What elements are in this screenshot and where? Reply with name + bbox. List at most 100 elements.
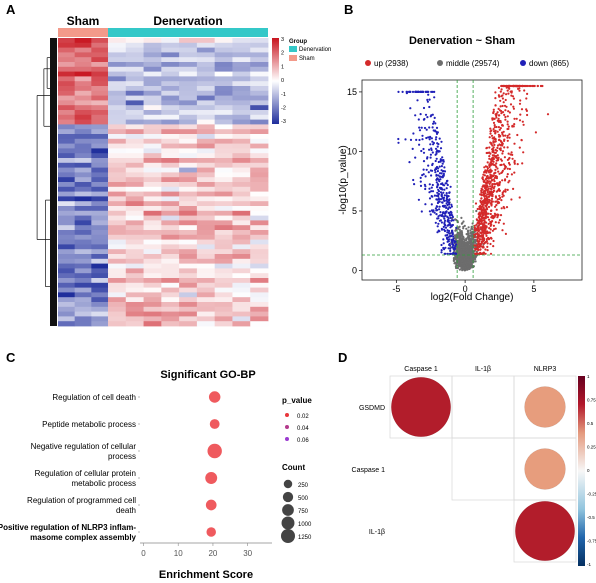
heatmap-cell [125, 239, 144, 245]
heatmap-cell [196, 172, 216, 178]
heatmap-cell [179, 119, 198, 125]
heatmap-cell [91, 210, 109, 216]
volcano-point-middle [454, 265, 457, 268]
volcano-point-up [488, 146, 491, 149]
heatmap-cell [74, 220, 92, 226]
volcano-point-up [482, 237, 485, 240]
volcano-point-down [451, 223, 454, 227]
volcano-point-down [438, 172, 442, 175]
heatmap-cell [161, 278, 180, 284]
heatmap-cell [196, 158, 216, 164]
heatmap-cell [74, 62, 92, 68]
volcano-point-up [498, 95, 501, 98]
volcano-point-middle [464, 251, 467, 254]
volcano-point-up [494, 104, 497, 107]
heatmap-cell [74, 230, 92, 236]
volcano-point-up [526, 113, 529, 117]
volcano-point-down [448, 191, 451, 194]
heatmap-cell [125, 71, 144, 77]
heatmap-cell [91, 124, 109, 130]
volcano-point-up [484, 192, 487, 195]
volcano-point-up [481, 223, 484, 226]
heatmap-cell [179, 62, 198, 68]
volcano-point-up [476, 245, 479, 249]
heatmap-cell [196, 153, 216, 159]
heatmap-cell [58, 278, 76, 284]
heatmap-cell [58, 186, 76, 192]
volcano-point-up [493, 117, 496, 120]
heatmap-cell [108, 225, 127, 231]
heatmap-cell [179, 148, 198, 154]
volcano-point-up [506, 188, 509, 191]
heatmap-cell [108, 244, 127, 250]
heatmap-cell [58, 66, 76, 72]
heatmap-cell [143, 95, 162, 101]
volcano-point-down [443, 248, 446, 251]
heatmap-cell [179, 172, 198, 178]
heatmap-cell [58, 71, 76, 77]
volcano-point-up [496, 144, 500, 147]
heatmap-cell [108, 254, 127, 260]
volcano-point-up [493, 172, 496, 175]
heatmap-cell [125, 220, 144, 226]
heatmap-cell [58, 95, 76, 101]
volcano-point-up [476, 226, 479, 229]
volcano-point-down [425, 128, 428, 131]
heatmap-cell [161, 38, 180, 44]
heatmap-cell [143, 134, 162, 140]
heatmap-cell [250, 52, 269, 58]
heatmap-cell [179, 177, 198, 183]
heatmap-cell [108, 52, 127, 58]
volcano-point-up [494, 213, 497, 217]
correlation-colorbar-tick: 0.5 [587, 421, 594, 426]
heatmap-cell [232, 306, 251, 312]
heatmap-cell [91, 302, 109, 308]
volcano-point-up [480, 189, 483, 192]
heatmap-cell [179, 86, 198, 92]
heatmap-cell [58, 124, 76, 130]
heatmap-cell [196, 297, 216, 303]
count-legend-marker [283, 479, 293, 489]
volcano-point-up [482, 239, 486, 242]
heatmap-cell [125, 162, 144, 168]
volcano-point-down [417, 198, 420, 201]
volcano-point-down [440, 221, 443, 224]
heatmap-cell [196, 268, 216, 274]
volcano-point-down [419, 184, 423, 187]
volcano-point-up [498, 114, 501, 117]
volcano-point-up [488, 165, 491, 169]
volcano-point-up [482, 206, 485, 209]
heatmap-cell [232, 244, 251, 250]
volcano-point-up [499, 90, 502, 93]
volcano-point-down [450, 213, 453, 216]
volcano-point-down [451, 233, 454, 236]
volcano-point-middle [460, 262, 463, 265]
volcano-point-down [451, 215, 454, 219]
volcano-point-up [484, 252, 487, 255]
volcano-point-up [506, 167, 509, 170]
volcano-point-up [504, 232, 507, 235]
volcano-point-down [437, 222, 440, 225]
heatmap-cell [125, 278, 144, 284]
heatmap-cell [232, 129, 251, 135]
volcano-point-down [424, 187, 427, 191]
heatmap-cell [91, 292, 109, 298]
volcano-point-down [452, 235, 455, 238]
correlation-cell [513, 499, 577, 563]
panel-a-letter: A [6, 2, 16, 17]
heatmap-cell [214, 148, 233, 154]
heatmap-cell [179, 206, 198, 212]
go-term-label: Peptide metabolic process [42, 420, 136, 429]
heatmap-colorbar-tick: 1 [281, 64, 284, 70]
volcano-point-up [499, 158, 503, 161]
heatmap-cell [108, 167, 127, 173]
volcano-point-middle [464, 241, 467, 244]
heatmap-cell [214, 62, 233, 68]
volcano-point-down [438, 165, 441, 168]
volcano-point-down [436, 170, 439, 173]
volcano-point-up [490, 178, 494, 182]
correlation-col-label: Caspase 1 [404, 366, 438, 373]
volcano-point-middle [475, 250, 478, 253]
heatmap-cell [125, 119, 144, 125]
